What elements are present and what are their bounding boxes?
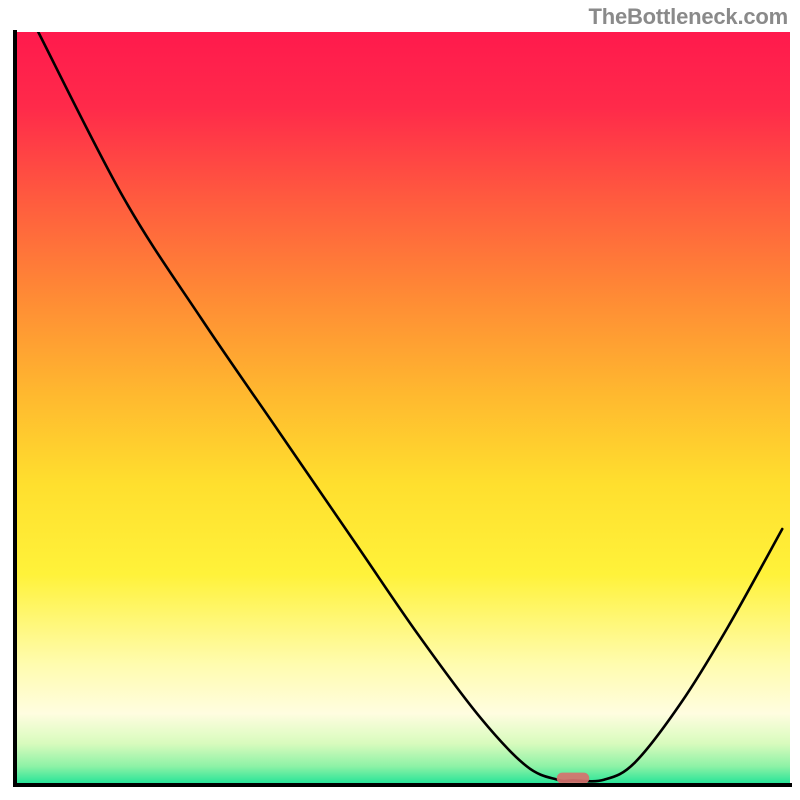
watermark-text: TheBottleneck.com (588, 4, 788, 30)
optimal-marker (557, 773, 590, 784)
chart-gradient-background (15, 32, 790, 785)
bottleneck-chart (0, 0, 800, 800)
chart-container: TheBottleneck.com (0, 0, 800, 800)
